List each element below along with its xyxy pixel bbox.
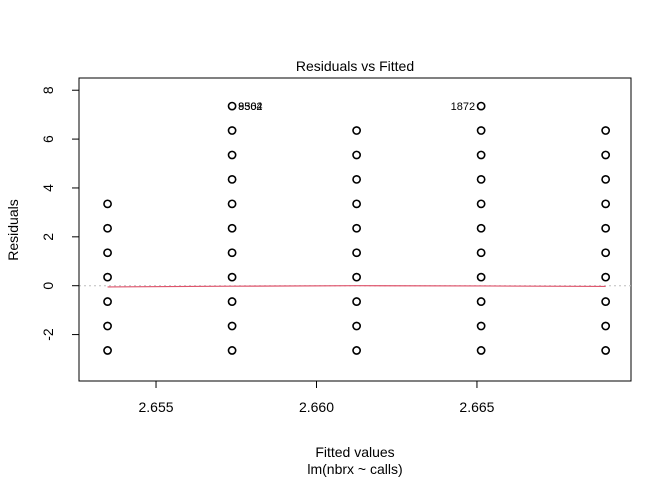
residual-point	[103, 272, 112, 282]
residual-point	[476, 248, 486, 258]
residual-point	[103, 199, 112, 209]
residual-point	[103, 223, 112, 233]
residual-point	[601, 297, 611, 306]
x-tick-label: 2.655	[138, 399, 173, 415]
residual-point	[103, 346, 112, 355]
y-tick-label: 8	[40, 86, 56, 94]
residual-point	[601, 272, 611, 282]
residual-point	[352, 126, 362, 135]
plot-frame	[78, 77, 632, 382]
residual-point	[352, 321, 362, 331]
residual-point	[476, 126, 486, 135]
residual-point	[227, 248, 237, 258]
residual-point	[352, 223, 362, 233]
x-axis-sublabel: lm(nbrx ~ calls)	[307, 461, 402, 477]
residual-point	[227, 101, 237, 111]
y-axis-label: Residuals	[5, 199, 21, 260]
smoother-layer	[107, 285, 606, 288]
residual-point	[476, 321, 486, 331]
x-axis-label: Fitted values	[315, 444, 394, 460]
chart-title: Residuals vs Fitted	[296, 58, 414, 74]
residual-point	[476, 150, 486, 160]
point-id-label: 8502	[238, 101, 262, 113]
residual-point	[601, 346, 611, 355]
residual-point	[227, 126, 237, 135]
residual-point	[352, 272, 362, 282]
residual-point	[227, 321, 237, 331]
point-id-label: 1872	[451, 101, 475, 113]
residual-point	[601, 126, 611, 135]
x-axis: 2.655 2.660 2.665	[138, 380, 495, 415]
residual-point	[601, 223, 611, 233]
y-tick-label: 4	[40, 184, 56, 192]
residual-point	[476, 272, 486, 282]
y-tick-label: 2	[40, 233, 56, 241]
residual-point	[103, 321, 112, 331]
residual-point	[227, 297, 237, 306]
y-axis: -2 0 2 4 6 8	[40, 86, 80, 341]
residual-point	[476, 223, 486, 233]
residual-point	[601, 199, 611, 209]
residual-point	[476, 199, 486, 209]
residual-point	[227, 272, 237, 282]
residual-point	[476, 297, 486, 306]
residual-point	[601, 175, 611, 184]
residual-point	[227, 199, 237, 209]
y-tick-label: -2	[40, 328, 56, 341]
residual-point	[601, 150, 611, 160]
residual-point	[227, 150, 237, 160]
residual-point	[476, 175, 486, 184]
residual-point	[103, 248, 112, 258]
x-tick-label: 2.665	[459, 399, 494, 415]
residual-point	[352, 199, 362, 209]
residual-point	[352, 248, 362, 258]
smoother-line	[107, 285, 606, 288]
y-tick-label: 0	[40, 282, 56, 290]
residual-point	[601, 248, 611, 258]
residual-point	[476, 346, 486, 355]
y-tick-label: 6	[40, 135, 56, 143]
residual-point	[352, 175, 362, 184]
residual-point	[227, 175, 237, 184]
residual-point	[476, 101, 486, 111]
residual-point	[227, 346, 237, 355]
points-layer	[103, 101, 611, 355]
residual-point	[352, 297, 362, 306]
residual-point	[352, 346, 362, 355]
residual-point	[227, 223, 237, 233]
residual-point	[601, 321, 611, 331]
residual-point	[103, 297, 112, 306]
point-id-label: 9364	[238, 101, 262, 113]
residual-point	[352, 150, 362, 160]
x-tick-label: 2.660	[299, 399, 334, 415]
